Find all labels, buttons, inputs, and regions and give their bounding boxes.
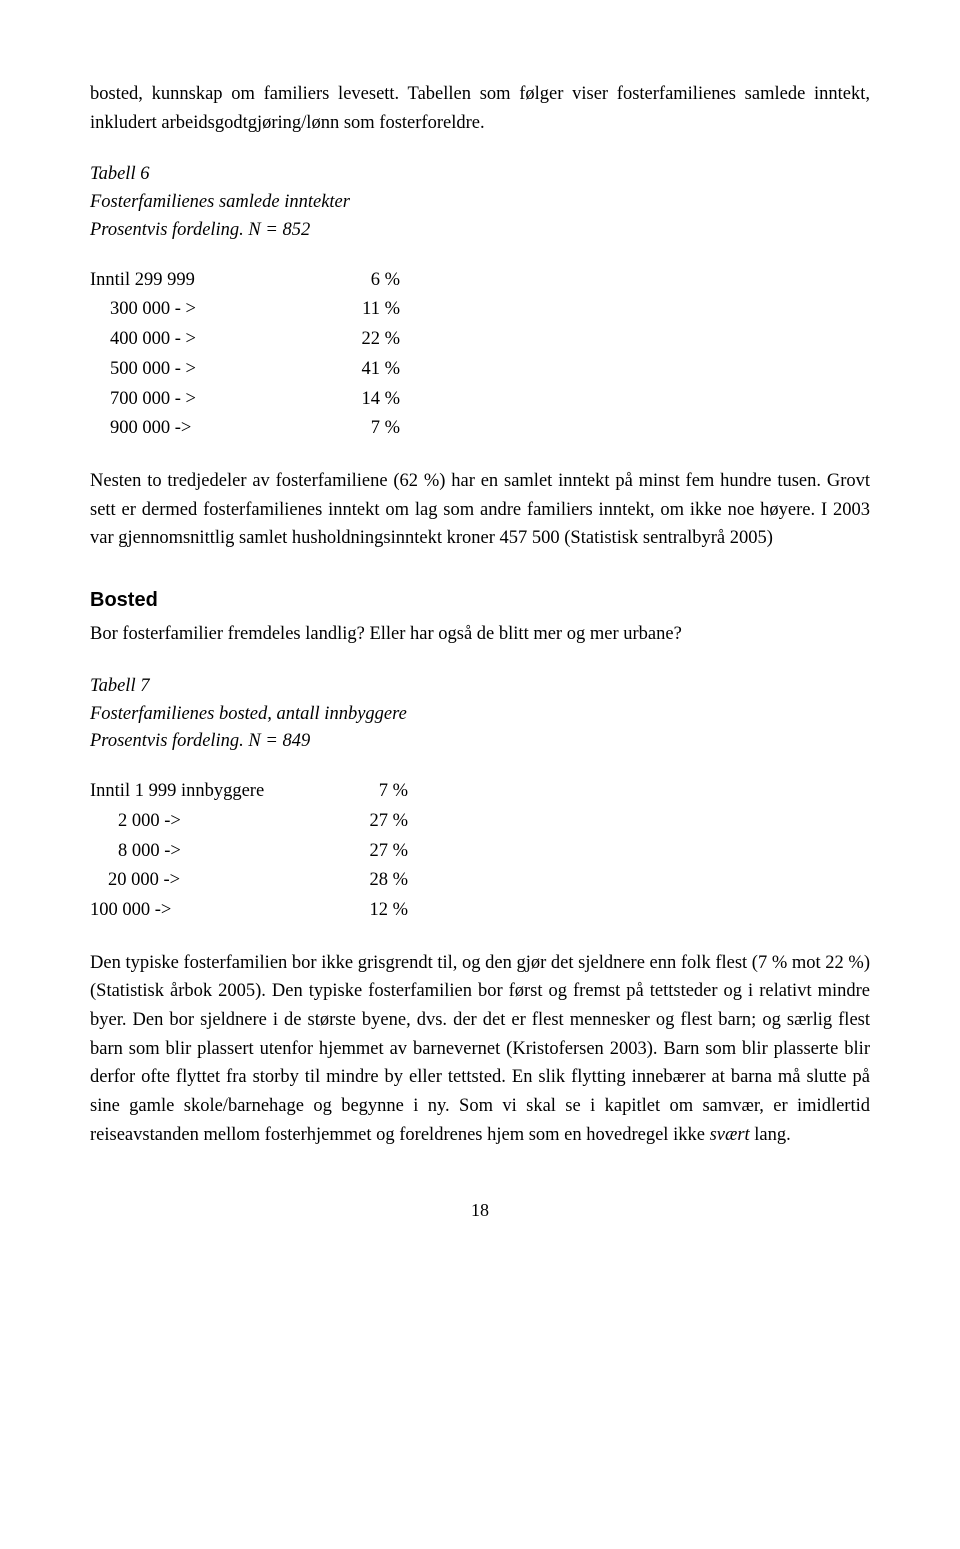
table-row: 900 000 -> 7 % bbox=[90, 415, 400, 445]
final-para-part1: Den typiske fosterfamilien bor ikke gris… bbox=[90, 953, 870, 1145]
table6-caption: Tabell 6 Fosterfamilienes samlede inntek… bbox=[90, 161, 870, 244]
table6-row3-label: 500 000 - > bbox=[90, 356, 340, 386]
table7-row4-label: 100 000 -> bbox=[90, 897, 348, 927]
table7-row3-value: 28 % bbox=[348, 867, 408, 897]
table-row: Inntil 299 999 6 % bbox=[90, 267, 400, 297]
table-row: 8 000 -> 27 % bbox=[90, 838, 408, 868]
intro-paragraph: bosted, kunnskap om familiers levesett. … bbox=[90, 80, 870, 137]
table6-caption-line2: Fosterfamilienes samlede inntekter bbox=[90, 192, 350, 212]
table6-row2-value: 22 % bbox=[340, 326, 400, 356]
table6-row2-label: 400 000 - > bbox=[90, 326, 340, 356]
table7-row3-label: 20 000 -> bbox=[90, 867, 348, 897]
final-para-italic: svært bbox=[710, 1125, 750, 1145]
table-row: 2 000 -> 27 % bbox=[90, 808, 408, 838]
table7-row0-value: 7 % bbox=[348, 778, 408, 808]
table6-row5-value: 7 % bbox=[340, 415, 400, 445]
table7-row0-label: Inntil 1 999 innbyggere bbox=[90, 778, 348, 808]
para-after-table6: Nesten to tredjedeler av fosterfamiliene… bbox=[90, 467, 870, 553]
table6-caption-line1: Tabell 6 bbox=[90, 164, 149, 184]
table6: Inntil 299 999 6 % 300 000 - > 11 % 400 … bbox=[90, 267, 400, 446]
table7-caption-line1: Tabell 7 bbox=[90, 676, 149, 696]
table6-row3-value: 41 % bbox=[340, 356, 400, 386]
section-heading-bosted: Bosted bbox=[90, 585, 870, 616]
table7-row1-label: 2 000 -> bbox=[90, 808, 348, 838]
table6-row4-label: 700 000 - > bbox=[90, 386, 340, 416]
table7-row2-label: 8 000 -> bbox=[90, 838, 348, 868]
bosted-intro-paragraph: Bor fosterfamilier fremdeles landlig? El… bbox=[90, 620, 870, 649]
table6-row0-value: 6 % bbox=[340, 267, 400, 297]
final-paragraph: Den typiske fosterfamilien bor ikke gris… bbox=[90, 949, 870, 1150]
table7: Inntil 1 999 innbyggere 7 % 2 000 -> 27 … bbox=[90, 778, 408, 927]
page-number: 18 bbox=[90, 1197, 870, 1225]
table7-caption-line2: Fosterfamilienes bosted, antall innbygge… bbox=[90, 704, 407, 724]
table6-row1-value: 11 % bbox=[340, 296, 400, 326]
table6-caption-line3: Prosentvis fordeling. N = 852 bbox=[90, 220, 310, 240]
table7-caption: Tabell 7 Fosterfamilienes bosted, antall… bbox=[90, 673, 870, 756]
table6-row1-label: 300 000 - > bbox=[90, 296, 340, 326]
table-row: 500 000 - > 41 % bbox=[90, 356, 400, 386]
table6-row5-label: 900 000 -> bbox=[90, 415, 340, 445]
table-row: 300 000 - > 11 % bbox=[90, 296, 400, 326]
table6-row0-label: Inntil 299 999 bbox=[90, 267, 340, 297]
table-row: 100 000 -> 12 % bbox=[90, 897, 408, 927]
final-para-part2: lang. bbox=[750, 1125, 791, 1145]
table-row: Inntil 1 999 innbyggere 7 % bbox=[90, 778, 408, 808]
table7-caption-line3: Prosentvis fordeling. N = 849 bbox=[90, 731, 310, 751]
table6-row4-value: 14 % bbox=[340, 386, 400, 416]
table-row: 400 000 - > 22 % bbox=[90, 326, 400, 356]
table7-row1-value: 27 % bbox=[348, 808, 408, 838]
table-row: 700 000 - > 14 % bbox=[90, 386, 400, 416]
table7-row2-value: 27 % bbox=[348, 838, 408, 868]
table7-row4-value: 12 % bbox=[348, 897, 408, 927]
table-row: 20 000 -> 28 % bbox=[90, 867, 408, 897]
